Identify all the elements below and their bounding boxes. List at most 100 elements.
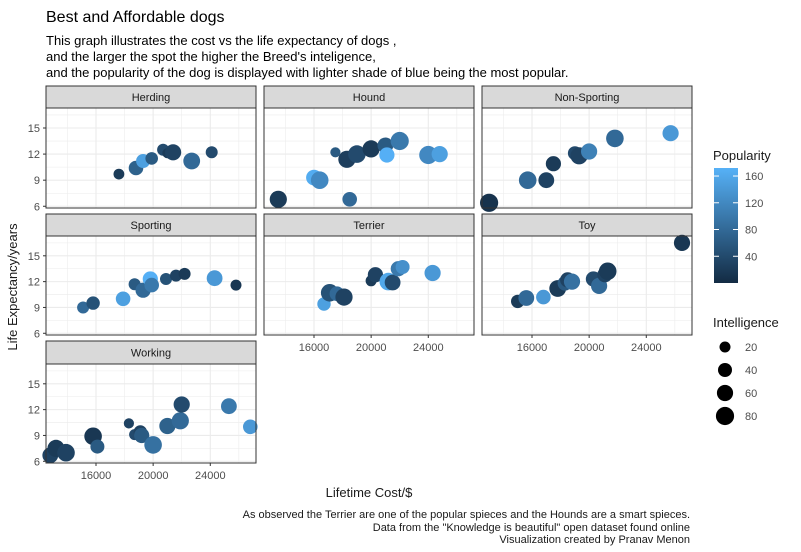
size-key-label: 80 [745,411,757,423]
data-point [379,147,395,163]
legend-colorbar-ticks: 40 80 120 160 [714,171,763,263]
chart-subtitle-line-3: and the popularity of the dog is display… [46,65,569,80]
strip-label: Sporting [131,220,172,232]
size-key-label: 20 [745,342,757,354]
y-tick-label: 15 [28,251,40,263]
y-tick-label: 6 [34,328,40,340]
legend-colorbar [714,168,738,283]
panel-border [45,235,257,336]
strip-label: Working [131,348,171,360]
x-tick-label: 16000 [299,342,330,354]
data-point [173,396,190,413]
panel-border [45,107,257,209]
y-tick-label: 12 [28,405,40,417]
chart-title: Best and Affordable dogs [46,9,225,26]
data-point [230,279,242,291]
y-tick-label: 12 [28,277,40,289]
strip-label: Terrier [353,220,385,232]
size-key-label: 40 [745,365,757,377]
size-key-dot [718,363,732,377]
data-point [395,260,410,274]
data-point [673,234,691,251]
strip-label: Hound [353,92,385,104]
panel-terrier: Terrier 16000 20000 24000 [263,213,475,354]
y-tick-label: 9 [34,175,40,187]
data-point [384,274,401,291]
panel-border [263,107,475,209]
strip-label: Non-Sporting [555,92,620,104]
y-tick-label: 6 [34,456,40,468]
y-tick-label: 6 [34,201,40,213]
data-point [348,145,366,163]
colorbar-tick-label: 80 [745,225,757,237]
data-point [335,288,353,306]
x-tick-label: 24000 [413,342,444,354]
caption-line-3: Visualization created by Pranav Menon [499,534,690,546]
chart-subtitle-line-1: This graph illustrates the cost vs the l… [46,33,396,48]
panel-border [481,107,693,209]
size-key-dot [719,341,731,353]
x-tick-label: 16000 [517,342,548,354]
data-point [431,146,448,163]
strip-label: Toy [578,220,596,232]
data-point [606,129,624,148]
panel-hound: Hound [263,85,475,209]
x-axis-label: Lifetime Cost/$ [326,485,413,500]
data-point [159,417,176,435]
data-point [90,439,105,454]
data-point [310,171,329,189]
legend-size-keys: 20 40 60 80 [715,341,757,426]
data-point [145,152,158,165]
data-point [183,152,201,170]
x-tick-label: 24000 [195,470,226,482]
size-key-dot [716,384,734,402]
data-point [538,172,555,189]
data-point [221,398,237,415]
facet-panels: Herding 6 9 12 15 Hound Non-Sporting Sporting 6 9… [28,85,693,482]
colorbar-tick-label: 160 [745,171,763,183]
panel-toy: Toy 16000 20000 24000 [481,213,693,354]
y-axis-label: Life Expectancy/years [5,223,20,351]
y-tick-label: 9 [34,302,40,314]
y-tick-label: 15 [28,379,40,391]
data-point [144,277,159,293]
y-tick-label: 9 [34,430,40,442]
panel-sporting: Sporting 6 9 12 15 [28,213,257,340]
panel-herding: Herding 6 9 12 15 [28,85,257,213]
data-point [144,436,162,454]
data-point [86,296,100,310]
caption-line-2: Data from the "Knowledge is beautiful" o… [373,522,690,534]
data-point [518,171,537,189]
data-point [123,418,134,429]
data-point [545,156,562,172]
data-point [165,144,182,161]
data-point [115,291,131,307]
panel-working: Working 6 9 12 15 16000 20000 24000 [28,340,258,482]
data-point [598,262,617,281]
data-point [362,140,380,158]
data-point [206,270,223,287]
panel-border [263,235,475,336]
x-tick-label: 16000 [81,470,112,482]
size-key-dot [715,406,735,426]
data-point [390,131,409,151]
data-point [581,143,598,160]
colorbar-tick-label: 120 [745,198,763,210]
legend-intelligence-title: Intelligence [713,315,779,330]
panel-background [482,236,692,335]
data-point [367,267,383,283]
data-point [662,125,679,142]
data-point [77,301,90,314]
legend-intelligence: Intelligence 20 40 60 80 [713,315,779,426]
x-tick-label: 20000 [138,470,169,482]
data-point [178,267,191,280]
panel-border [45,363,257,464]
data-point [563,273,581,290]
colorbar-tick-label: 40 [745,251,757,263]
data-point [57,443,75,462]
y-tick-label: 12 [28,149,40,161]
legend-popularity-title: Popularity [713,148,771,163]
strip-label: Herding [132,92,171,104]
y-tick-label: 15 [28,123,40,135]
